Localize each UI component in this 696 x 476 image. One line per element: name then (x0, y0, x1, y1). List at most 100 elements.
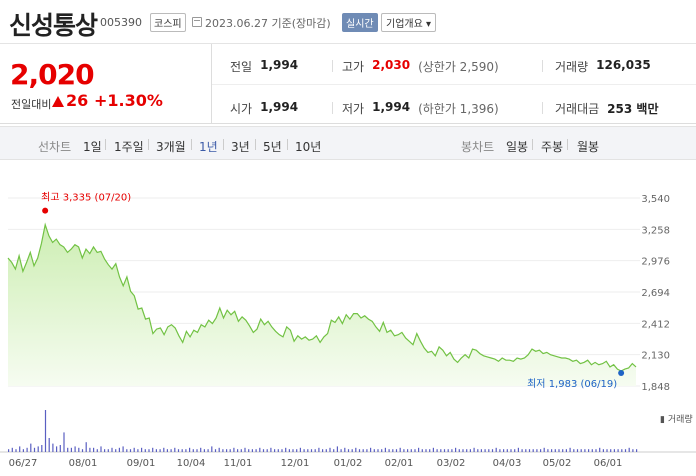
volume-bar (159, 449, 161, 452)
tab-1d[interactable]: 1일 (83, 140, 102, 154)
volume-bar (307, 449, 309, 452)
tab-1y[interactable]: 1년 (199, 140, 218, 154)
volume-bar (93, 447, 95, 452)
volume-bar (377, 449, 379, 452)
volume-bar (41, 445, 43, 452)
volume-bar (48, 438, 50, 452)
quote-date: 2023.06.27 기준(장마감) (205, 17, 331, 30)
volume-bar (67, 447, 69, 452)
volume-bar (11, 447, 13, 452)
y-tick-label: 2,412 (641, 319, 670, 330)
volume-bar (480, 449, 482, 452)
x-tick-label: 11/01 (224, 458, 253, 469)
volume-bar (248, 449, 250, 452)
volume-bar (22, 449, 24, 452)
volume-bar (610, 449, 612, 452)
calendar-icon (192, 17, 202, 27)
volume-bar (628, 447, 630, 452)
volume-bars (0, 410, 696, 453)
stock-name: 신성통상 (9, 11, 98, 40)
volume-bar (244, 447, 246, 452)
volume-bar (207, 449, 209, 452)
volume-bar (185, 449, 187, 452)
volume-bar (33, 447, 36, 452)
volume-bar (484, 449, 486, 452)
volume-bar (218, 447, 220, 452)
volume-bar (155, 449, 157, 452)
volume-bar (466, 449, 468, 452)
volume-bar (536, 449, 538, 452)
volume-bar (211, 446, 213, 452)
price-line (7, 222, 637, 372)
volume-bar (576, 449, 579, 452)
volume-bar (584, 449, 586, 452)
volume-bar (632, 449, 634, 452)
volume-bar (126, 449, 128, 452)
volume-bar (96, 449, 98, 452)
x-tick-label: 12/01 (281, 458, 310, 469)
volume-bar (111, 447, 113, 452)
tab-10y[interactable]: 10년 (295, 140, 322, 154)
volume-bar (547, 449, 549, 452)
volume-bar (621, 449, 623, 452)
tab-monthly[interactable]: 월봉 (577, 140, 600, 154)
volume-bar (528, 449, 531, 452)
tab-5y[interactable]: 5년 (263, 140, 282, 154)
company-profile-dropdown[interactable]: 기업개요 ▾ (381, 13, 436, 32)
volume-bar (203, 449, 205, 452)
x-tick-label: 05/02 (543, 458, 572, 469)
volume-bar (358, 449, 361, 452)
volume-bar (325, 449, 327, 452)
volume-bar (606, 449, 608, 452)
tab-weekly[interactable]: 주봉 (541, 140, 564, 154)
volume-bar (455, 447, 457, 452)
volume-bar (78, 447, 80, 452)
volume-bar (333, 449, 335, 452)
volume-bar (517, 447, 519, 452)
volume-bar (636, 449, 638, 452)
volume-bar (443, 449, 446, 452)
volume-bar (63, 432, 65, 452)
volume-bar (340, 449, 342, 452)
x-tick-label: 10/04 (177, 458, 206, 469)
volume-bar (613, 449, 615, 452)
change-rate: +1.30% (94, 91, 163, 110)
volume-bar (469, 449, 471, 452)
divider (211, 44, 212, 124)
volume-bar (81, 449, 84, 452)
volume-bar (510, 449, 512, 452)
volume-bar (521, 449, 523, 452)
y-axis: 3,540 3,258 2,976 2,694 2,412 2,130 1,848 (641, 194, 670, 393)
volume-bar (137, 449, 139, 452)
volume-bar (56, 446, 58, 452)
volume-bar (414, 449, 416, 452)
volume-bar (133, 447, 135, 452)
tab-3y[interactable]: 3년 (231, 140, 250, 154)
volume-bar (573, 449, 575, 452)
volume-bar (255, 449, 257, 452)
volume-bar (602, 449, 604, 452)
price-chart[interactable]: 3,540 3,258 2,976 2,694 2,412 2,130 1,848 06/2… (0, 160, 696, 476)
volume-bar (525, 449, 527, 452)
volume-bar (100, 446, 102, 452)
volume-bar (373, 449, 375, 452)
volume-bar (181, 449, 183, 452)
volume-bar (473, 447, 475, 452)
volume-bar (569, 447, 571, 452)
realtime-button[interactable]: 실시간 (342, 13, 378, 32)
tab-3m[interactable]: 3개월 (156, 140, 186, 154)
volume-bar (355, 447, 357, 452)
y-tick-label: 2,976 (641, 257, 670, 268)
tab-1w[interactable]: 1주일 (114, 140, 144, 154)
volume-bar (436, 449, 438, 452)
stat-prev-close: 전일 1,994 (230, 58, 299, 74)
volume-bar (381, 449, 383, 452)
volume-bar (477, 449, 479, 452)
x-tick-label: 06/27 (9, 458, 38, 469)
volume-bar (540, 449, 542, 452)
volume-bar (440, 449, 442, 452)
volume-bar (462, 449, 464, 452)
volume-bar (192, 449, 194, 452)
tab-daily[interactable]: 일봉 (506, 140, 529, 154)
volume-bar (26, 447, 28, 452)
